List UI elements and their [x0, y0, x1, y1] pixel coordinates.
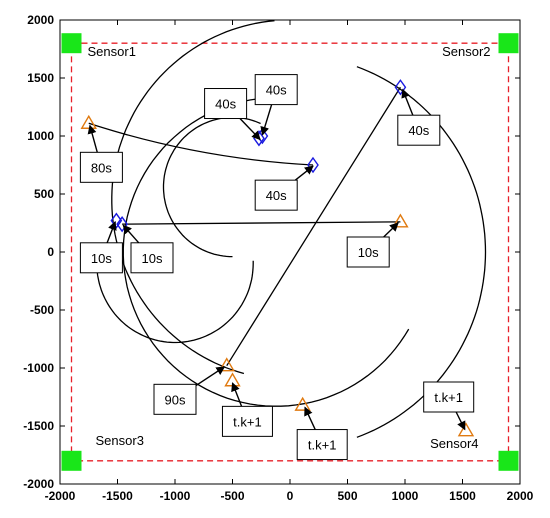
sensor-marker — [61, 450, 82, 471]
x-tick-label: -500 — [220, 489, 244, 503]
annotation-arrow — [455, 411, 466, 431]
annotation-arrow — [87, 124, 98, 153]
sensor-label: Sensor2 — [442, 44, 490, 59]
y-tick-label: 0 — [47, 245, 54, 259]
x-tick-label: 1000 — [392, 489, 419, 503]
annotation-label: 40s — [215, 97, 236, 112]
annotation-arrow — [106, 220, 117, 244]
annotation-box — [204, 88, 248, 120]
target-track — [111, 20, 275, 375]
target-track — [122, 98, 410, 407]
annotation-arrow — [231, 382, 243, 407]
diamond-marker — [116, 215, 128, 233]
y-tick-label: 500 — [34, 187, 54, 201]
y-tick-label: -500 — [30, 303, 54, 317]
triangle-marker — [392, 213, 409, 228]
y-tick-label: -1000 — [23, 361, 54, 375]
x-tick-label: -2000 — [45, 489, 76, 503]
x-tick-label: 0 — [287, 489, 294, 503]
surveillance-boundary — [70, 42, 510, 462]
annotation-arrow — [294, 165, 314, 181]
sensor-label: Sensor4 — [430, 436, 478, 451]
triangle-marker — [294, 396, 311, 411]
target-track — [226, 86, 401, 367]
x-tick-label: 1500 — [449, 489, 476, 503]
annotation-label: t.k+1 — [434, 390, 463, 405]
annotation-label: 40s — [408, 123, 429, 138]
target-track — [88, 122, 314, 166]
sensor-label: Sensor1 — [88, 44, 136, 59]
diamond-marker — [394, 79, 407, 96]
annotation-arrow — [122, 224, 140, 244]
y-tick-label: -2000 — [23, 477, 54, 491]
annotation-arrow — [401, 88, 414, 116]
target-track — [96, 260, 254, 344]
annotation-box — [397, 114, 441, 146]
annotation-box — [79, 242, 123, 274]
annotation-label: t.k+1 — [233, 414, 262, 429]
triangle-marker — [218, 357, 235, 372]
y-tick-label: 2000 — [27, 13, 54, 27]
x-tick-label: -1000 — [160, 489, 191, 503]
annotation-label: 10s — [142, 251, 163, 266]
x-tick-label: 2000 — [507, 489, 534, 503]
x-tick-label: -1500 — [102, 489, 133, 503]
annotation-arrow — [239, 118, 261, 141]
annotation-box — [221, 405, 273, 437]
annotation-box — [254, 74, 298, 106]
sensor-marker — [498, 450, 519, 471]
annotation-box — [296, 429, 348, 461]
annotation-arrow — [195, 366, 226, 387]
annotation-label: 80s — [91, 160, 112, 175]
annotation-label: t.k+1 — [308, 438, 337, 453]
y-tick-label: 1500 — [27, 71, 54, 85]
annotation-label: 90s — [165, 392, 186, 407]
annotation-box — [153, 383, 197, 415]
annotation-arrow — [304, 406, 316, 430]
annotation-label: 10s — [358, 245, 379, 260]
target-track — [122, 221, 401, 225]
sensor-marker — [498, 33, 519, 54]
sensor-label: Sensor3 — [96, 433, 144, 448]
annotation-arrow — [260, 104, 273, 136]
annotation-box — [79, 151, 123, 183]
y-tick-label: -1500 — [23, 419, 54, 433]
y-tick-label: 1000 — [27, 129, 54, 143]
annotation-box — [423, 381, 475, 413]
x-tick-label: 500 — [337, 489, 357, 503]
annotation-arrow — [383, 222, 399, 238]
annotation-label: 40s — [266, 83, 287, 98]
annotation-label: 10s — [91, 251, 112, 266]
annotation-box — [346, 236, 390, 268]
annotation-box — [254, 179, 298, 211]
annotation-label: 40s — [266, 188, 287, 203]
annotation-box — [130, 242, 174, 274]
sensor-marker — [61, 33, 82, 54]
